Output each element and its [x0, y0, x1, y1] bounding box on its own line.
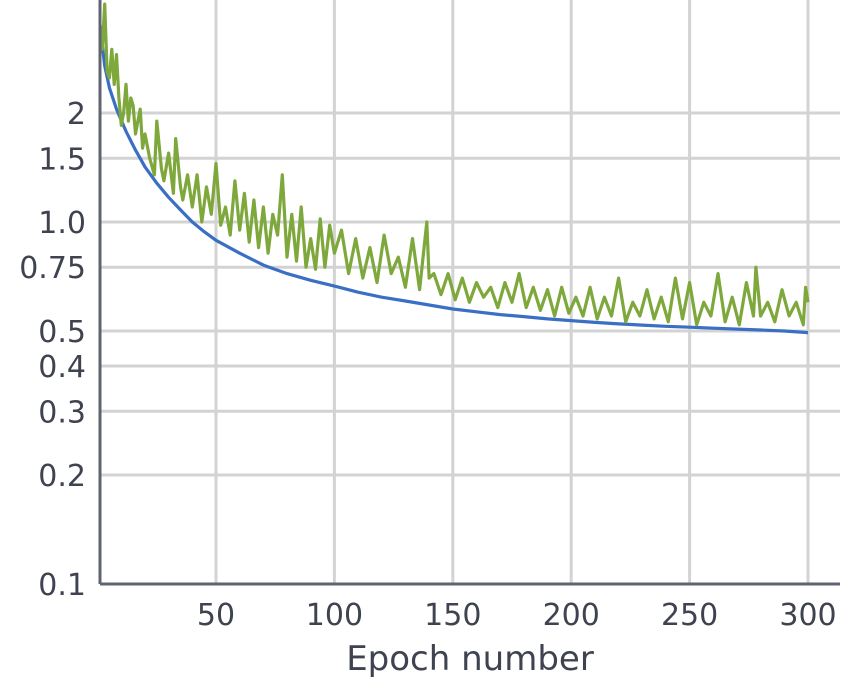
x-tick-label: 200 — [543, 598, 600, 633]
y-tick-labels: 0.1 0.2 0.3 0.40.5 0.75 1.0 1.5 2 — [19, 97, 86, 603]
y-tick-label: 0.75 — [19, 251, 86, 286]
axes — [98, 0, 840, 586]
x-tick-label: 100 — [306, 598, 363, 633]
grid-lines — [100, 0, 840, 584]
y-tick-label: 1.0 — [38, 206, 86, 241]
x-tick-label: 150 — [424, 598, 481, 633]
y-tick-label: 0.5 — [38, 315, 86, 350]
y-tick-label: 2 — [67, 97, 86, 132]
series-line-2 — [100, 2, 810, 327]
series-line-1 — [100, 24, 809, 335]
x-tick-label: 50 — [197, 598, 235, 633]
y-tick-label: 0.3 — [38, 395, 86, 430]
x-tick-labels: 50 100 150 200 250 300 — [197, 598, 837, 633]
y-tick-label: 0.1 — [38, 568, 86, 603]
y-tick-label: 0.4 — [38, 350, 86, 385]
x-tick-label: 300 — [779, 598, 836, 633]
y-tick-label: 1.5 — [38, 142, 86, 177]
x-tick-label: 250 — [661, 598, 718, 633]
y-tick-label: 0.2 — [38, 459, 86, 494]
series-lines — [100, 2, 810, 335]
x-axis-title: Epoch number — [346, 639, 594, 679]
